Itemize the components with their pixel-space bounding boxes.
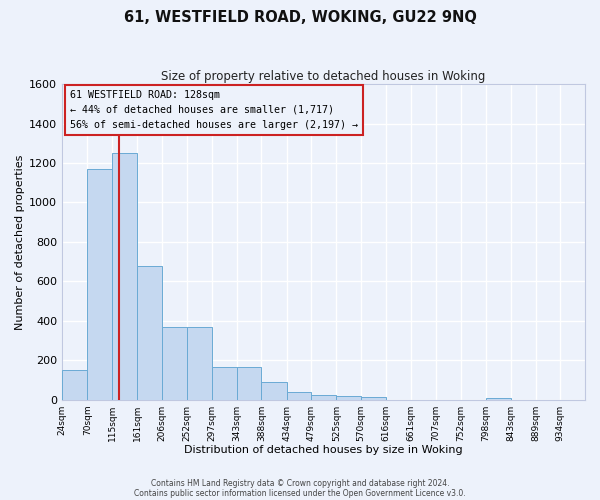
Bar <box>486 398 511 400</box>
X-axis label: Distribution of detached houses by size in Woking: Distribution of detached houses by size … <box>184 445 463 455</box>
Bar <box>112 153 137 400</box>
Bar <box>237 367 262 400</box>
Bar <box>361 396 386 400</box>
Bar <box>212 367 237 400</box>
Bar <box>88 169 112 400</box>
Text: Contains public sector information licensed under the Open Government Licence v3: Contains public sector information licen… <box>134 488 466 498</box>
Text: Contains HM Land Registry data © Crown copyright and database right 2024.: Contains HM Land Registry data © Crown c… <box>151 478 449 488</box>
Bar <box>62 370 88 400</box>
Text: 61, WESTFIELD ROAD, WOKING, GU22 9NQ: 61, WESTFIELD ROAD, WOKING, GU22 9NQ <box>124 10 476 25</box>
Bar <box>162 326 187 400</box>
Bar <box>137 266 162 400</box>
Bar <box>287 392 311 400</box>
Text: 61 WESTFIELD ROAD: 128sqm
← 44% of detached houses are smaller (1,717)
56% of se: 61 WESTFIELD ROAD: 128sqm ← 44% of detac… <box>70 90 358 130</box>
Y-axis label: Number of detached properties: Number of detached properties <box>15 154 25 330</box>
Bar <box>337 396 361 400</box>
Bar <box>187 326 212 400</box>
Bar <box>311 394 337 400</box>
Bar <box>262 382 287 400</box>
Title: Size of property relative to detached houses in Woking: Size of property relative to detached ho… <box>161 70 486 83</box>
